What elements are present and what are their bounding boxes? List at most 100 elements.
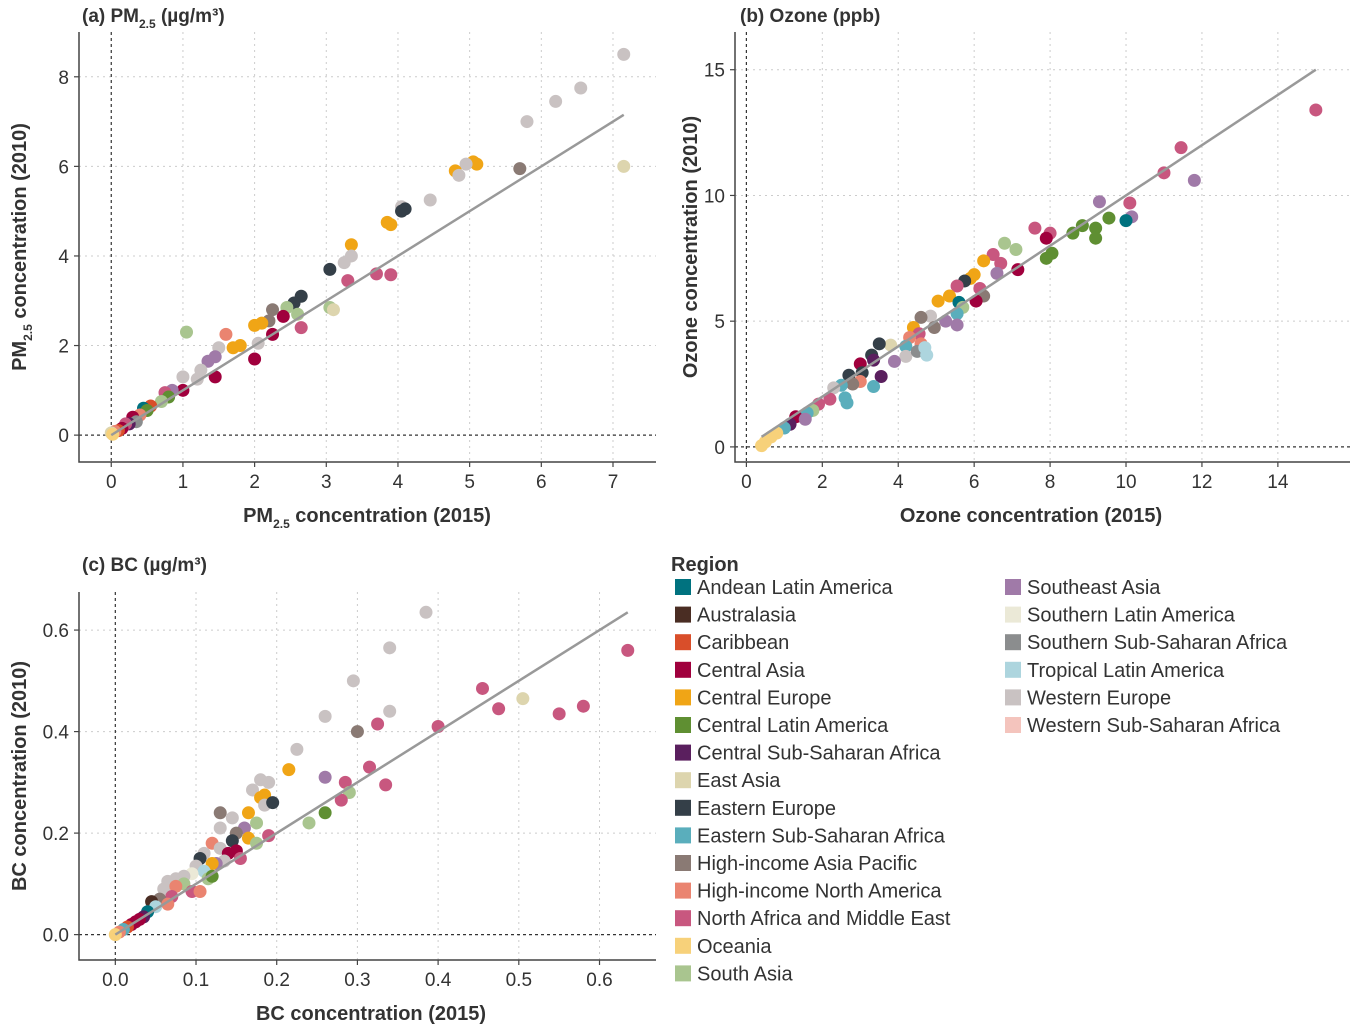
data-point <box>1028 221 1042 235</box>
x-tick-label: 4 <box>393 472 404 493</box>
data-point <box>176 370 190 384</box>
data-point <box>990 266 1004 280</box>
legend-label: Southern Sub-Saharan Africa <box>1027 632 1288 654</box>
x-tick-label: 0.2 <box>264 970 290 991</box>
data-point <box>986 248 1000 262</box>
data-point <box>994 256 1008 270</box>
legend-swatch <box>675 772 691 789</box>
bc-panel: 0.0 0.1 0.2 0.3 0.4 0.5 0.6 0.0 0.2 0.4 0.6 (c) BC … <box>9 555 656 1024</box>
y-tick-label: 4 <box>58 247 69 268</box>
x-tick-label: 0.6 <box>586 970 612 991</box>
data-point <box>290 742 304 756</box>
legend-label: High-income Asia Pacific <box>697 853 917 875</box>
data-point <box>470 157 484 171</box>
data-point <box>246 783 260 797</box>
legend-swatch <box>1005 634 1021 651</box>
legend-swatch <box>1005 606 1021 623</box>
legend-swatch <box>1005 661 1021 678</box>
data-point <box>552 707 566 721</box>
legend-label: South Asia <box>697 963 794 985</box>
legend-label: Central Asia <box>697 660 806 682</box>
legend-label: Australasia <box>697 605 797 627</box>
legend-swatch <box>675 579 691 595</box>
legend-swatch <box>1005 689 1021 706</box>
data-point <box>867 380 881 394</box>
y-axis-label: PM2.5 concentration (2010) <box>9 123 35 371</box>
data-point <box>180 325 194 339</box>
legend-label: Andean Latin America <box>697 577 894 599</box>
data-point <box>1174 141 1188 155</box>
x-tick-label: 0.5 <box>506 970 532 991</box>
ozone-panel: 0 2 4 6 8 10 12 14 0 5 10 15 (b) Ozone (ppb) Ozone co… <box>680 6 1350 527</box>
legend-swatch <box>675 965 691 982</box>
data-point <box>225 811 239 825</box>
legend-label: Caribbean <box>697 632 789 654</box>
legend-title: Region <box>671 554 739 576</box>
data-point <box>516 692 530 706</box>
data-point <box>302 816 316 830</box>
data-point <box>513 162 527 176</box>
data-point <box>326 303 340 317</box>
data-point <box>549 94 563 108</box>
data-point <box>950 318 964 332</box>
data-point <box>1187 173 1201 187</box>
x-axis-label: Ozone concentration (2015) <box>900 505 1162 527</box>
data-point <box>334 793 348 807</box>
data-point <box>617 159 631 173</box>
y-tick-label: 0.2 <box>43 824 69 845</box>
y-axis-label: BC concentration (2010) <box>9 661 31 891</box>
data-point <box>931 294 945 308</box>
legend-label: Western Sub-Saharan Africa <box>1027 715 1281 737</box>
x-tick-label: 0.4 <box>425 970 452 991</box>
reference-line <box>110 113 625 437</box>
y-tick-label: 0 <box>58 426 69 447</box>
data-point <box>346 674 360 688</box>
legend-label: Eastern Europe <box>697 798 836 820</box>
legend-label: Southeast Asia <box>1027 577 1161 599</box>
reference-line <box>760 68 1317 438</box>
legend-swatch <box>675 717 691 733</box>
data-point <box>262 775 276 789</box>
legend-label: Southern Latin America <box>1027 605 1236 627</box>
legend-label: Central Europe <box>697 687 832 709</box>
data-point <box>846 377 860 391</box>
data-point <box>574 81 588 95</box>
data-point <box>977 254 991 268</box>
panel-title: (b) Ozone (ppb) <box>740 6 880 27</box>
y-tick-label: 15 <box>704 61 725 82</box>
legend-label: Central Sub-Saharan Africa <box>697 743 941 765</box>
data-point <box>219 327 233 341</box>
data-point <box>383 704 397 718</box>
data-point <box>225 834 239 848</box>
legend-swatch <box>675 634 691 651</box>
y-axis-label: Ozone concentration (2010) <box>680 116 702 378</box>
x-tick-label: 2 <box>249 472 260 493</box>
legend-swatch <box>675 882 691 899</box>
data-point <box>276 309 290 323</box>
data-point <box>201 354 215 368</box>
data-point <box>872 337 886 351</box>
data-point <box>1309 103 1323 117</box>
data-point <box>755 439 769 453</box>
data-point <box>318 709 332 723</box>
y-tick-label: 8 <box>58 68 69 89</box>
data-point <box>193 884 207 898</box>
y-tick-label: 10 <box>704 186 725 207</box>
data-point <box>363 760 377 774</box>
data-point <box>213 806 227 820</box>
data-point <box>266 303 280 317</box>
data-point <box>1092 195 1106 209</box>
data-point <box>294 321 308 335</box>
legend-swatch <box>1005 717 1021 733</box>
data-point <box>475 681 489 695</box>
y-tick-label: 0.0 <box>43 926 69 947</box>
legend-label: Central Latin America <box>697 715 889 737</box>
data-point <box>924 309 938 323</box>
x-tick-label: 8 <box>1045 472 1056 493</box>
data-point <box>1119 214 1133 228</box>
data-point <box>918 341 932 355</box>
legend-label: North Africa and Middle East <box>697 908 951 930</box>
legend-label: Oceania <box>697 936 772 958</box>
data-point <box>282 763 296 777</box>
